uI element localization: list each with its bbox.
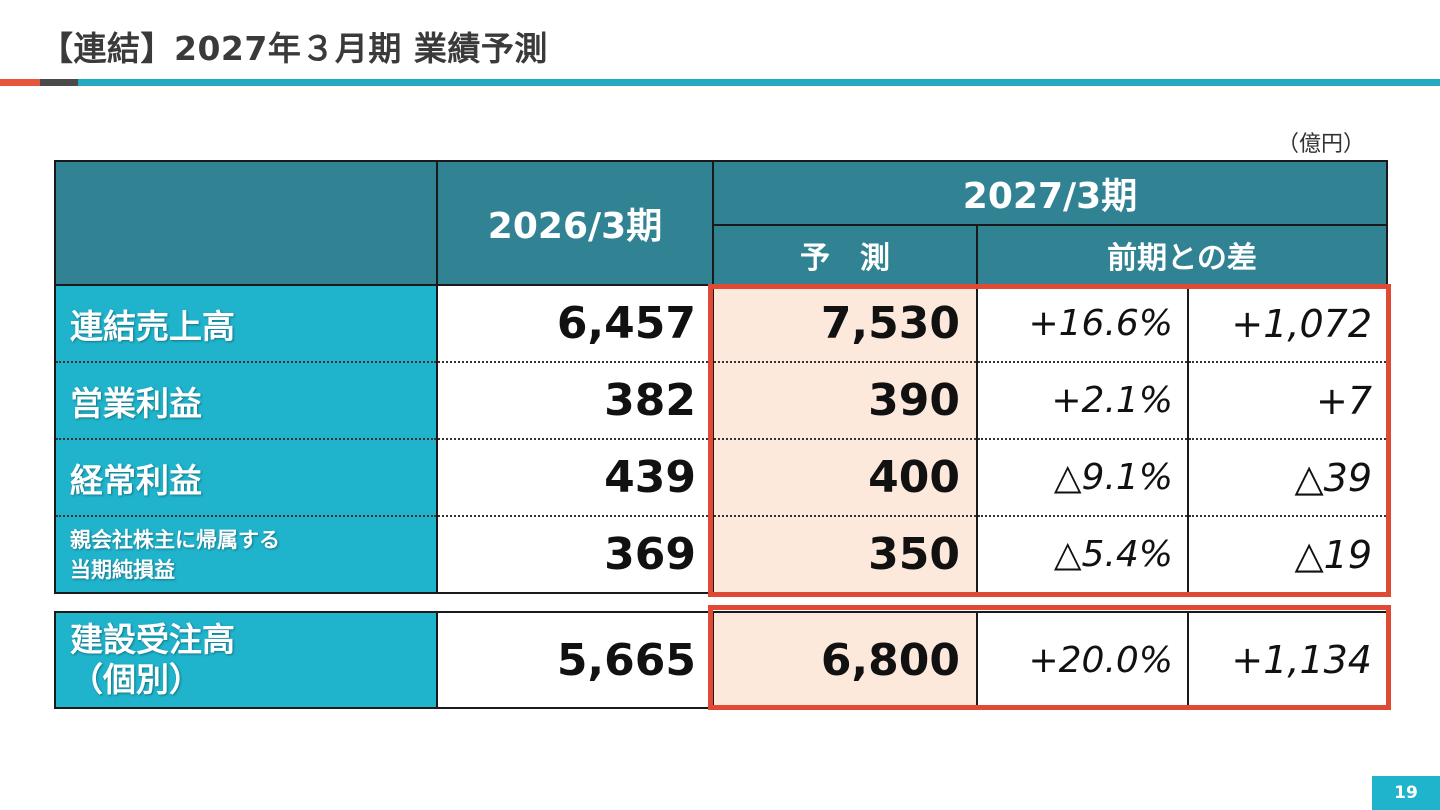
orders-table: 建設受注高 （個別） 5,665 6,800 +20.0% +1,134 [54, 611, 1388, 709]
diff-percent: △5.4% [976, 516, 1188, 594]
diff-percent: +20.0% [976, 611, 1188, 709]
diff-amount: △39 [1186, 439, 1389, 517]
row-label: 親会社株主に帰属する 当期純損益 [54, 516, 438, 594]
row-label-line2: 当期純損益 [70, 557, 175, 582]
forecast-value: 7,530 [712, 284, 977, 363]
unit-label: （億円） [1276, 132, 1365, 157]
title-rule-dark [40, 79, 78, 86]
diff-amount: +1,072 [1186, 284, 1389, 363]
diff-amount: +7 [1186, 362, 1389, 440]
prev-value: 369 [436, 516, 713, 594]
diff-amount: △19 [1186, 516, 1389, 594]
row-label: 経常利益 [54, 439, 438, 517]
row-label: 連結売上高 [54, 284, 438, 363]
forecast-table: 2026/3期 2027/3期 予 測 前期との差 連結売上高 6,457 7,… [54, 160, 1389, 594]
header-yoy-diff: 前期との差 [975, 224, 1389, 286]
forecast-value: 6,800 [712, 611, 977, 709]
forecast-value: 350 [712, 516, 977, 594]
diff-percent: +16.6% [976, 284, 1188, 363]
forecast-value: 400 [712, 439, 977, 517]
title-rule-red [0, 79, 40, 86]
page-title: 【連結】2027年３月期 業績予測 [40, 29, 548, 68]
header-current-period: 2027/3期 [711, 160, 1389, 226]
row-label-line1: 建設受注高 [70, 620, 235, 659]
table-row: 経常利益 439 400 △9.1% △39 [54, 439, 1389, 517]
diff-percent: +2.1% [976, 362, 1188, 440]
row-label-line1: 親会社株主に帰属する [70, 527, 280, 552]
forecast-value: 390 [712, 362, 977, 440]
table-row: 親会社株主に帰属する 当期純損益 369 350 △5.4% △19 [54, 516, 1389, 594]
header-forecast: 予 測 [712, 224, 978, 286]
title-rule-teal [78, 79, 1440, 86]
diff-amount: +1,134 [1187, 611, 1388, 709]
page-number: 19 [1372, 776, 1440, 810]
table-row: 建設受注高 （個別） 5,665 6,800 +20.0% +1,134 [54, 611, 1388, 709]
row-label-line2: （個別） [70, 660, 202, 699]
prev-value: 5,665 [436, 611, 713, 709]
diff-percent: △9.1% [976, 439, 1188, 517]
prev-value: 439 [436, 439, 713, 517]
row-label: 営業利益 [54, 362, 438, 440]
header-prev-period: 2026/3期 [436, 160, 714, 286]
prev-value: 6,457 [436, 284, 713, 363]
prev-value: 382 [436, 362, 713, 440]
table-row: 連結売上高 6,457 7,530 +16.6% +1,072 [54, 284, 1389, 363]
table-row: 営業利益 382 390 +2.1% +7 [54, 362, 1389, 440]
row-label: 建設受注高 （個別） [54, 611, 438, 709]
header-empty-cell [54, 160, 438, 286]
